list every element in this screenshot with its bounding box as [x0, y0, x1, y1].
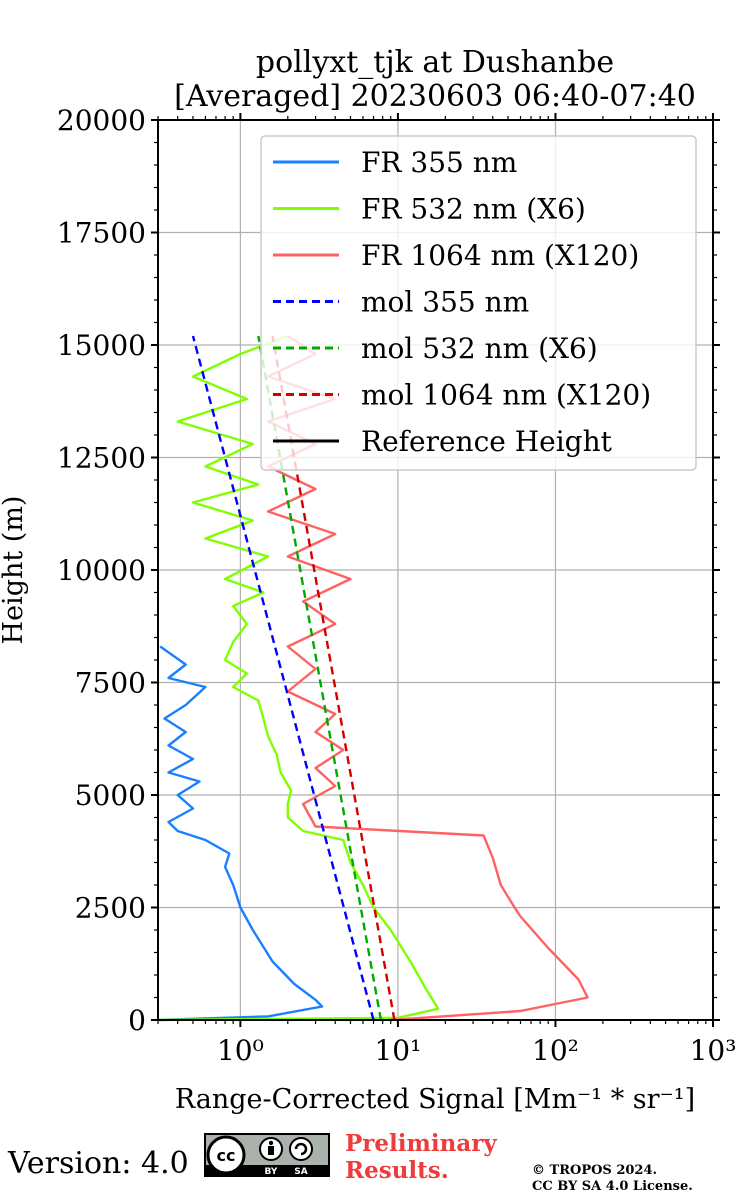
y-tick-label: 10000 — [57, 554, 146, 587]
y-tick-label: 0 — [128, 1004, 146, 1037]
cc-license-badge: cc BY SA — [204, 1133, 330, 1177]
y-tick-label: 2500 — [75, 892, 146, 925]
copyright-line-1: © TROPOS 2024. — [532, 1163, 658, 1178]
preliminary-line-2: Results. — [345, 1157, 449, 1184]
cc-by-label: BY — [265, 1167, 278, 1177]
legend: FR 355 nm FR 532 nm (X6) FR 1064 nm (X120)… — [260, 135, 697, 471]
version-label: Version: 4.0 — [8, 1146, 189, 1181]
cc-icon-text: cc — [217, 1146, 236, 1165]
sa-icon-arrow — [294, 1142, 308, 1156]
y-tick-label: 7500 — [75, 667, 146, 700]
legend-label: FR 355 nm — [361, 146, 517, 179]
lidar-profile-chart: pollyxt_tjk at Dushanbe [Averaged] 20230… — [0, 45, 736, 1115]
y-tick-label: 5000 — [75, 779, 146, 812]
legend-box — [260, 135, 697, 471]
y-axis-label: Height (m) — [0, 496, 29, 645]
y-tick-labels: 0 2500 5000 7500 10000 12500 15000 17500 20000 — [57, 104, 146, 1037]
x-axis-label: Range-Corrected Signal [Mm⁻¹ * sr⁻¹] — [175, 1084, 695, 1115]
series-line-fr-355-nm — [157, 645, 324, 1022]
by-icon-head — [268, 1140, 274, 1146]
axis-ticks — [151, 113, 720, 1027]
cc-sa-label: SA — [294, 1167, 307, 1177]
x-tick-labels: 10⁰ 10¹ 10² 10³ — [217, 1034, 736, 1067]
x-tick-label: 10³ — [690, 1034, 737, 1067]
chart-title: pollyxt_tjk at Dushanbe — [256, 45, 614, 80]
legend-label: mol 1064 nm (X120) — [361, 379, 651, 412]
y-tick-label: 12500 — [57, 442, 146, 475]
y-tick-label: 17500 — [57, 217, 146, 250]
copyright-note: © TROPOS 2024. CC BY SA 4.0 License. — [532, 1163, 693, 1195]
x-tick-label: 10⁰ — [217, 1034, 264, 1067]
sa-icon — [289, 1137, 313, 1161]
legend-label: mol 355 nm — [361, 286, 529, 319]
series-line-fr-532-nm-x6 — [157, 334, 440, 1022]
legend-label: FR 532 nm (X6) — [361, 193, 586, 226]
y-tick-label: 20000 — [57, 104, 146, 137]
chart-subtitle: [Averaged] 20230603 06:40-07:40 — [174, 79, 696, 114]
by-icon-body — [268, 1146, 274, 1155]
legend-label: mol 532 nm (X6) — [361, 332, 598, 365]
preliminary-results-note: Preliminary Results. — [345, 1130, 497, 1184]
legend-label: Reference Height — [361, 425, 613, 458]
x-tick-label: 10² — [532, 1034, 579, 1067]
series-line-mol-355-nm — [191, 335, 375, 1021]
legend-label: FR 1064 nm (X120) — [361, 239, 639, 272]
y-tick-label: 15000 — [57, 329, 146, 362]
x-tick-label: 10¹ — [374, 1034, 421, 1067]
preliminary-line-1: Preliminary — [345, 1130, 497, 1157]
copyright-line-2: CC BY SA 4.0 License. — [532, 1179, 693, 1194]
cc-icon — [206, 1135, 246, 1175]
